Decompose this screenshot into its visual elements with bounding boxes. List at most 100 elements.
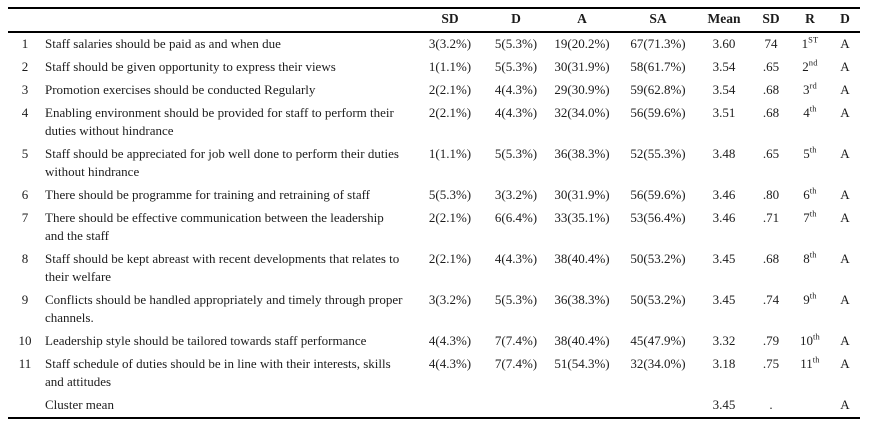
decision-cell: A (840, 59, 850, 74)
a-count-cell (544, 394, 620, 418)
sd-value-cell: .79 (762, 333, 780, 348)
rank-number: 1 (801, 36, 809, 51)
col-header-sd2: SD (752, 8, 790, 33)
statement-text: Staff salaries should be paid as and whe… (45, 36, 281, 51)
sa-count-cell: 59(62.8%) (630, 82, 686, 97)
col-header-number (8, 8, 42, 33)
rank-cell: 1ST (790, 32, 830, 56)
sd-count-cell: 3(3.2%) (428, 36, 472, 51)
col-header-mean: Mean (696, 8, 752, 33)
sd-count-cell: 4(4.3%) (428, 356, 472, 371)
a-count-cell: 30(31.9%) (554, 187, 610, 202)
sd-count-cell: 2(2.1%) (428, 210, 472, 225)
sa-count-cell: 45(47.9%) (630, 333, 686, 348)
decision-cell: A (840, 36, 850, 51)
a-count-cell: 19(20.2%) (554, 36, 610, 51)
mean-cell: 3.45 (712, 251, 736, 266)
d-count-cell: 7(7.4%) (494, 356, 538, 371)
sd-count-cell: 5(5.3%) (428, 187, 472, 202)
row-number: 8 (21, 251, 29, 266)
sd-value-cell: .65 (762, 146, 780, 161)
row-number: 5 (21, 146, 29, 161)
a-count-cell: 33(35.1%) (554, 210, 610, 225)
table-row: Cluster mean 3.45 . A (8, 394, 860, 418)
statement-text: Staff should be given opportunity to exp… (45, 59, 336, 74)
row-number: 1 (21, 36, 29, 51)
statement-text: Staff schedule of duties should be in li… (45, 356, 391, 389)
col-header-d: D (488, 8, 544, 33)
rank-cell: 6th (790, 184, 830, 207)
sd-value-cell: 74 (764, 36, 778, 51)
rank-number: 6 (803, 187, 810, 202)
rank-cell: 10th (790, 330, 830, 353)
statement-text: Cluster mean (45, 397, 114, 412)
rank-number: 8 (803, 251, 810, 266)
rank-cell: 9th (790, 289, 830, 330)
sa-count-cell: 32(34.0%) (630, 356, 686, 371)
d-count-cell: 5(5.3%) (494, 292, 538, 307)
rank-suffix: nd (808, 57, 818, 68)
mean-cell: 3.46 (712, 187, 736, 202)
rank-suffix: th (809, 185, 817, 196)
sd-count-cell: 4(4.3%) (428, 333, 472, 348)
sd-value-cell: .68 (762, 251, 780, 266)
d-count-cell: 6(6.4%) (494, 210, 538, 225)
sd-value-cell: .68 (762, 82, 780, 97)
table-row: 11 Staff schedule of duties should be in… (8, 353, 860, 394)
sd-count-cell: 2(2.1%) (428, 251, 472, 266)
decision-cell: A (840, 210, 850, 225)
sa-count-cell: 50(53.2%) (630, 292, 686, 307)
statement-text: Promotion exercises should be conducted … (45, 82, 316, 97)
sd-value-cell: .80 (762, 187, 780, 202)
rank-number: 9 (803, 292, 810, 307)
mean-cell: 3.45 (712, 292, 736, 307)
sd-value-cell: .74 (762, 292, 780, 307)
table-row: 6 There should be programme for training… (8, 184, 860, 207)
a-count-cell: 36(38.3%) (554, 292, 610, 307)
statement-text: Conflicts should be handled appropriatel… (45, 292, 403, 325)
col-header-sd: SD (412, 8, 488, 33)
table-row: 5 Staff should be appreciated for job we… (8, 143, 860, 184)
sd-value-cell: .71 (762, 210, 780, 225)
a-count-cell: 29(30.9%) (554, 82, 610, 97)
statement-text: Enabling environment should be provided … (45, 105, 394, 138)
table-row: 2 Staff should be given opportunity to e… (8, 56, 860, 79)
d-count-cell: 5(5.3%) (494, 146, 538, 161)
mean-cell: 3.48 (712, 146, 736, 161)
d-count-cell: 7(7.4%) (494, 333, 538, 348)
rank-number: 10 (799, 333, 813, 348)
survey-results-table: SD D A SA Mean SD R D 1 Staff salaries s… (8, 7, 860, 419)
sa-count-cell: 52(55.3%) (630, 146, 686, 161)
sd-count-cell: 3(3.2%) (428, 292, 472, 307)
sa-count-cell (620, 394, 696, 418)
row-number: 6 (21, 187, 29, 202)
sd-value-cell: .75 (762, 356, 780, 371)
statement-text: Leadership style should be tailored towa… (45, 333, 367, 348)
mean-cell: 3.45 (712, 397, 736, 412)
table-header: SD D A SA Mean SD R D (8, 8, 860, 33)
rank-cell: 7th (790, 207, 830, 248)
a-count-cell: 38(40.4%) (554, 251, 610, 266)
table-row: 1 Staff salaries should be paid as and w… (8, 32, 860, 56)
rank-number: 7 (803, 210, 810, 225)
mean-cell: 3.18 (712, 356, 736, 371)
decision-cell: A (840, 187, 850, 202)
col-header-rank: R (790, 8, 830, 33)
sa-count-cell: 67(71.3%) (630, 36, 686, 51)
rank-cell: 8th (790, 248, 830, 289)
rank-suffix: th (809, 290, 817, 301)
sa-count-cell: 58(61.7%) (630, 59, 686, 74)
sd-value-cell: .65 (762, 59, 780, 74)
table-row: 9 Conflicts should be handled appropriat… (8, 289, 860, 330)
mean-cell: 3.54 (712, 59, 736, 74)
a-count-cell: 36(38.3%) (554, 146, 610, 161)
row-number: 3 (21, 82, 29, 97)
d-count-cell: 4(4.3%) (494, 82, 538, 97)
rank-number: 3 (803, 82, 810, 97)
table-row: 8 Staff should be kept abreast with rece… (8, 248, 860, 289)
d-count-cell (488, 394, 544, 418)
rank-suffix: th (809, 144, 817, 155)
rank-cell: 11th (790, 353, 830, 394)
row-number: 9 (21, 292, 29, 307)
decision-cell: A (840, 105, 850, 120)
